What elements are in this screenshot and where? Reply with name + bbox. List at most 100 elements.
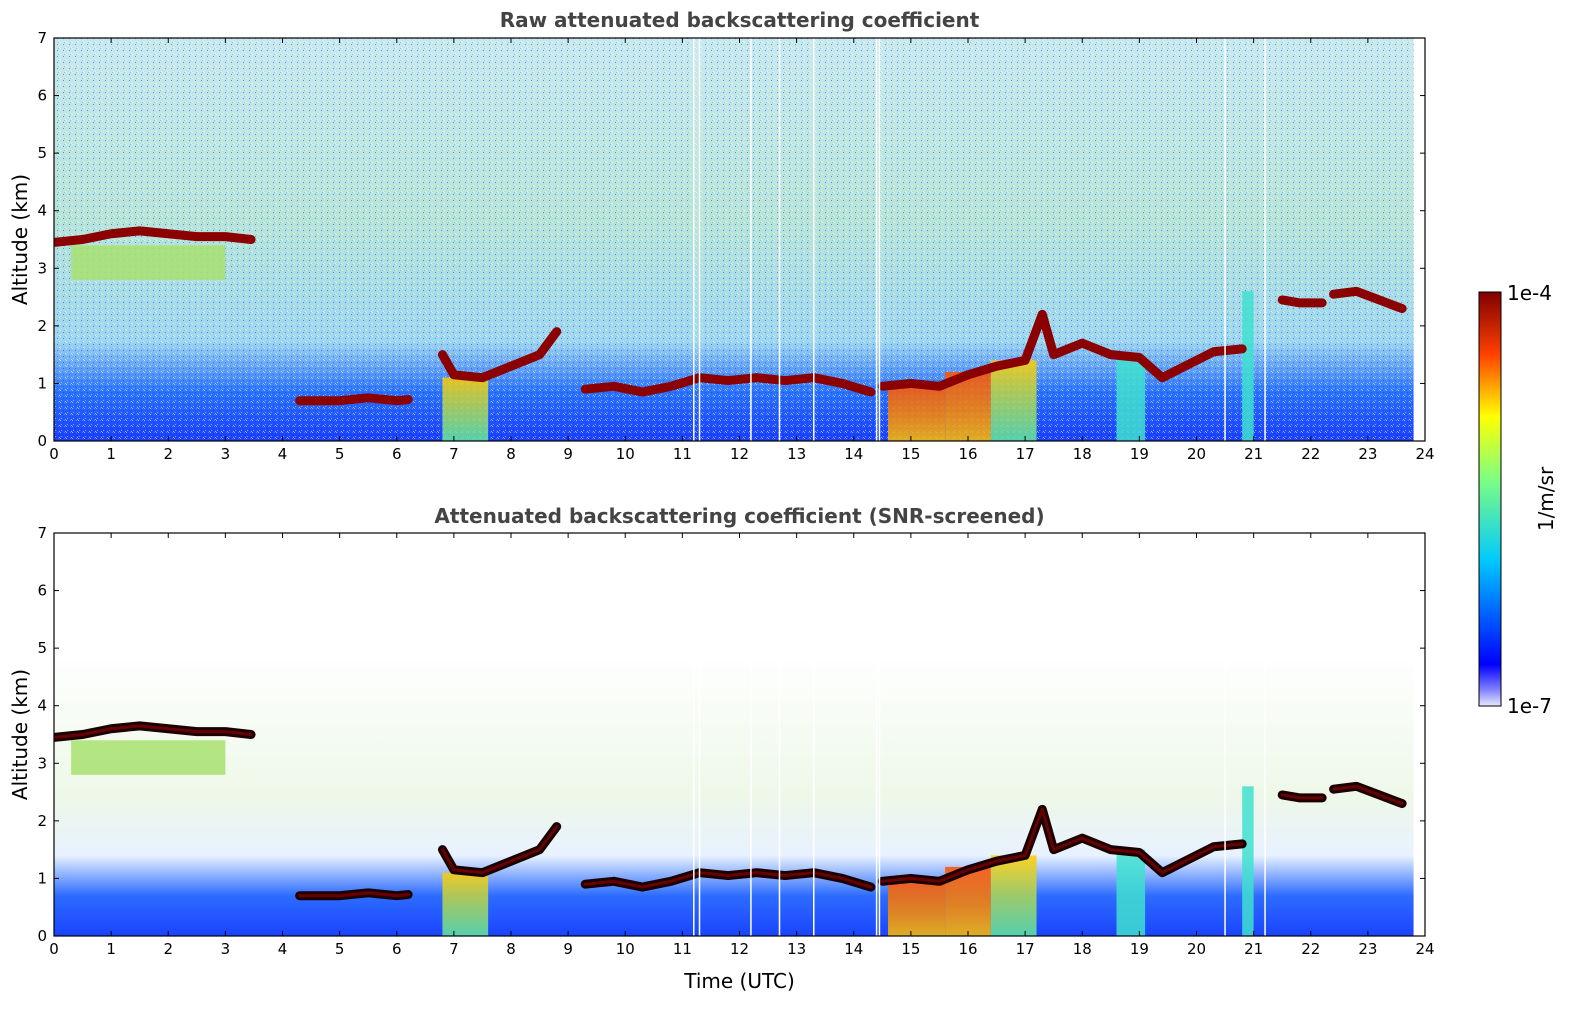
x-tick-label: 17 <box>1016 940 1035 958</box>
missing-data-region <box>1413 533 1425 936</box>
x-tick-label: 7 <box>449 940 459 958</box>
cloud-layer <box>54 226 256 247</box>
screened-heatmap-background <box>54 533 1414 936</box>
y-tick-label: 7 <box>37 524 47 542</box>
x-tick-label: 23 <box>1358 940 1377 958</box>
x-tick-label: 6 <box>392 940 402 958</box>
aerosol-plume <box>888 878 946 936</box>
raw-y-ticks: 0 1 2 3 4 5 6 7 <box>37 29 1425 450</box>
y-tick-label: 0 <box>37 432 47 450</box>
x-tick-label: 8 <box>506 445 516 463</box>
x-tick-label: 23 <box>1358 445 1377 463</box>
colorbar-max-label: 1e-4 <box>1507 281 1552 305</box>
x-tick-label: 18 <box>1073 940 1092 958</box>
x-tick-label: 2 <box>163 445 173 463</box>
cloud-layer <box>437 327 562 383</box>
y-tick-label: 1 <box>37 869 47 887</box>
x-tick-label: 16 <box>958 940 977 958</box>
y-tick-label: 2 <box>37 317 47 335</box>
raw-cloud-layers <box>54 226 1407 406</box>
x-axis-label: Time (UTC) <box>683 969 795 993</box>
x-tick-label: 13 <box>787 445 806 463</box>
screened-x-ticks: 0 1 2 3 4 5 6 7 8 9 10 11 12 13 14 15 16 17 18 19 20 21 22 23 24 <box>49 533 1435 958</box>
cloud-layer <box>295 393 413 406</box>
x-tick-label: 0 <box>49 445 59 463</box>
aerosol-plume <box>990 855 1037 936</box>
colorbar: 1e-4 1e-7 1/m/sr <box>1478 281 1558 718</box>
missing-data-region <box>1413 38 1425 441</box>
screened-heatmap-image <box>54 533 1425 936</box>
aerosol-plume <box>1116 849 1146 936</box>
screened-cloud-layers <box>54 721 1407 901</box>
screened-data-gaps <box>693 533 1425 936</box>
x-tick-label: 11 <box>673 940 692 958</box>
aerosol-plume <box>442 872 489 936</box>
y-tick-label: 5 <box>37 144 47 162</box>
aerosol-plume <box>1242 786 1254 936</box>
x-tick-label: 11 <box>673 445 692 463</box>
x-tick-label: 14 <box>844 940 863 958</box>
colorbar-label: 1/m/sr <box>1534 466 1558 531</box>
raw-data-gaps <box>693 38 1425 441</box>
x-tick-label: 7 <box>449 445 459 463</box>
cloud-layer-core <box>1280 793 1324 800</box>
screened-backscatter-panel: Attenuated backscattering coefficient (S… <box>8 504 1435 993</box>
x-tick-label: 20 <box>1187 445 1206 463</box>
cloud-layer-core <box>298 891 410 898</box>
cloud-layer <box>1329 286 1407 314</box>
x-tick-label: 19 <box>1130 940 1149 958</box>
x-tick-label: 24 <box>1415 445 1434 463</box>
x-tick-label: 12 <box>730 445 749 463</box>
x-tick-label: 0 <box>49 940 59 958</box>
raw-y-axis-label: Altitude (km) <box>8 174 32 305</box>
x-tick-label: 22 <box>1301 445 1320 463</box>
x-tick-label: 15 <box>901 445 920 463</box>
x-tick-label: 4 <box>278 445 288 463</box>
x-tick-label: 20 <box>1187 940 1206 958</box>
x-tick-label: 10 <box>616 445 635 463</box>
aerosol-plume <box>990 360 1037 441</box>
y-tick-label: 5 <box>37 639 47 657</box>
x-tick-label: 8 <box>506 940 516 958</box>
colorbar-gradient <box>1478 291 1502 707</box>
y-tick-label: 3 <box>37 754 47 772</box>
raw-heatmap-image <box>54 38 1425 441</box>
aerosol-plume <box>71 245 226 280</box>
cloud-layer-core <box>440 825 559 875</box>
y-tick-label: 7 <box>37 29 47 47</box>
x-tick-label: 9 <box>563 445 573 463</box>
x-tick-label: 12 <box>730 940 749 958</box>
panel-title-screened: Attenuated backscattering coefficient (S… <box>434 504 1044 528</box>
cloud-layer <box>877 309 1247 391</box>
y-tick-label: 2 <box>37 812 47 830</box>
aerosol-plume <box>888 383 946 441</box>
x-tick-label: 17 <box>1016 445 1035 463</box>
x-tick-label: 1 <box>106 445 116 463</box>
x-tick-label: 1 <box>106 940 116 958</box>
x-tick-label: 5 <box>335 940 345 958</box>
raw-heatmap-noise <box>54 38 1414 441</box>
y-tick-label: 6 <box>37 582 47 600</box>
x-tick-label: 14 <box>844 445 863 463</box>
x-tick-label: 10 <box>616 940 635 958</box>
x-tick-label: 13 <box>787 940 806 958</box>
x-tick-label: 3 <box>221 445 231 463</box>
aerosol-plume <box>71 740 226 775</box>
cloud-layer-core <box>880 807 1244 883</box>
cloud-layer <box>1277 295 1327 308</box>
raw-x-ticks: 0 1 2 3 4 5 6 7 8 9 10 11 12 13 14 15 16 17 18 19 20 21 22 23 24 <box>49 38 1435 463</box>
raw-aerosol-plumes <box>71 245 1254 441</box>
x-tick-label: 15 <box>901 940 920 958</box>
x-tick-label: 5 <box>335 445 345 463</box>
y-tick-label: 0 <box>37 927 47 945</box>
raw-backscatter-panel: Raw attenuated backscattering coefficien… <box>8 8 1435 463</box>
x-tick-label: 21 <box>1244 940 1263 958</box>
screened-y-axis-label: Altitude (km) <box>8 669 32 800</box>
x-tick-label: 18 <box>1073 445 1092 463</box>
x-tick-label: 2 <box>163 940 173 958</box>
x-tick-label: 24 <box>1415 940 1434 958</box>
x-tick-label: 3 <box>221 940 231 958</box>
y-tick-label: 3 <box>37 259 47 277</box>
x-tick-label: 19 <box>1130 445 1149 463</box>
